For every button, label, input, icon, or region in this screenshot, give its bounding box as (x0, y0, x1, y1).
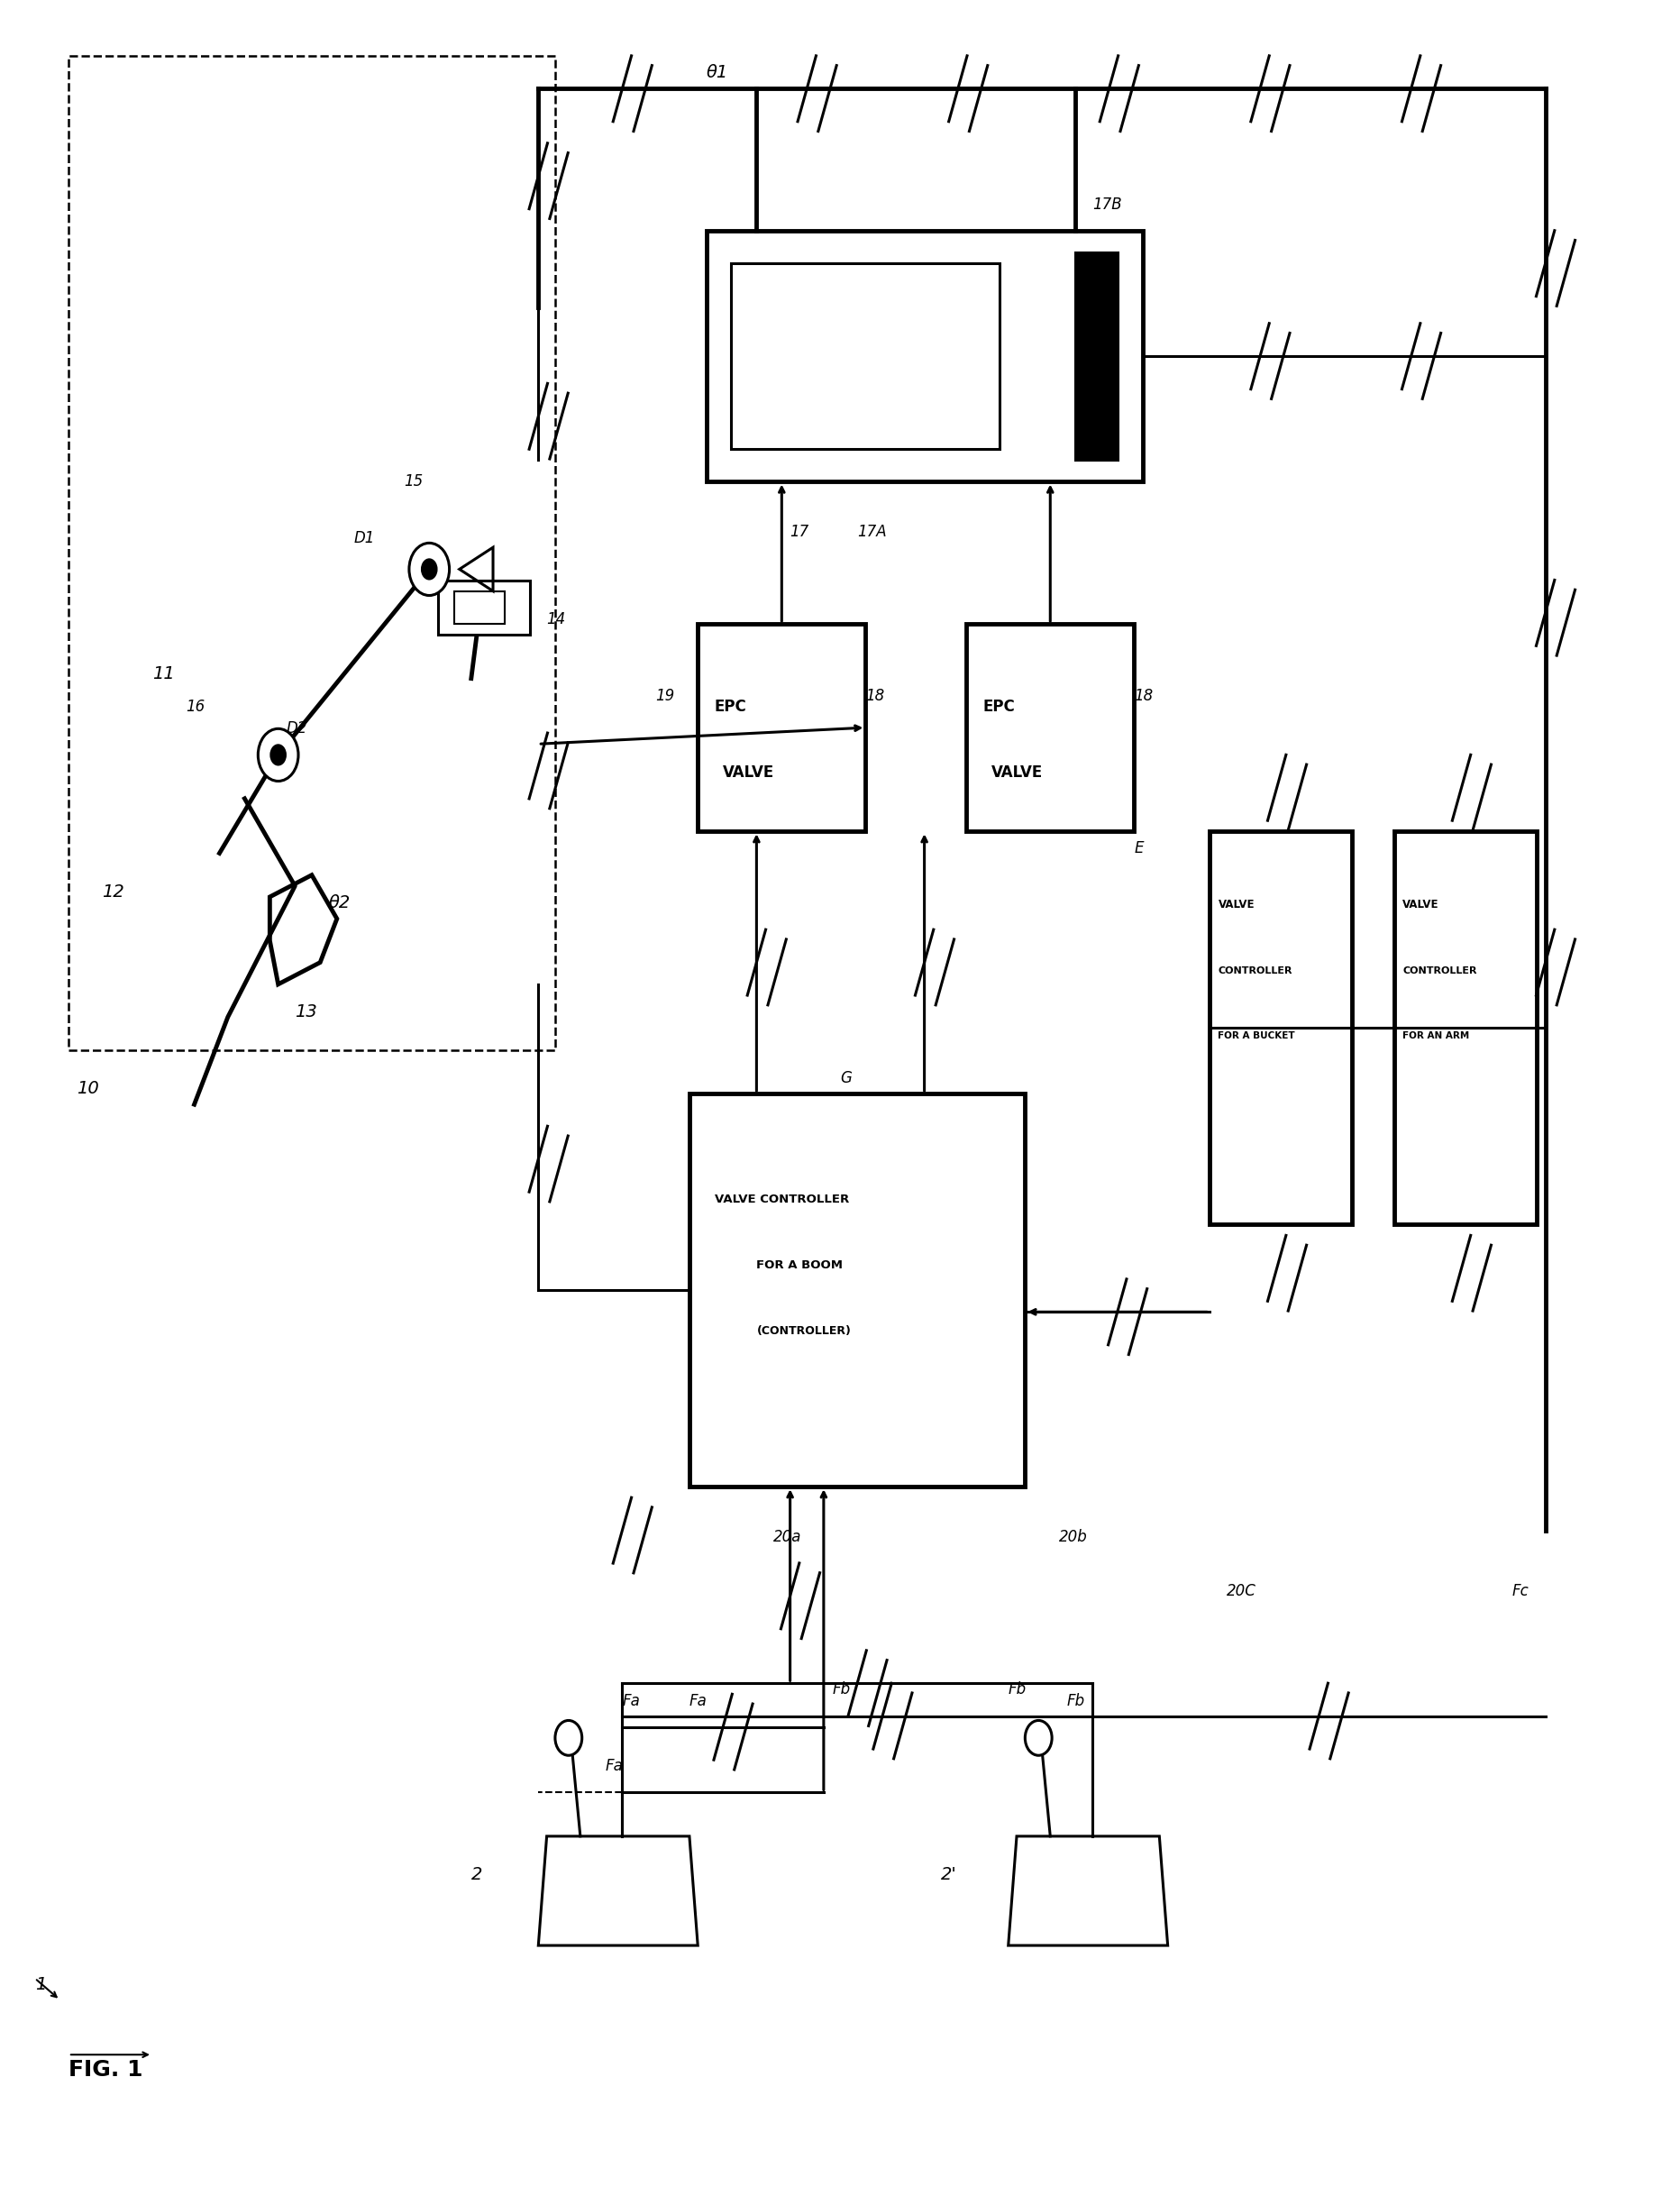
Text: 18: 18 (1134, 687, 1152, 704)
Text: 20b: 20b (1058, 1529, 1087, 1544)
Text: 11: 11 (153, 665, 175, 682)
Text: 19: 19 (655, 687, 675, 704)
Text: Fc: Fc (1510, 1583, 1527, 1599)
Circle shape (259, 728, 297, 781)
Text: Fb: Fb (1008, 1682, 1026, 1697)
Text: 16: 16 (186, 698, 205, 715)
Text: θ2: θ2 (328, 894, 349, 912)
Bar (69, 57, 554, 1050)
Bar (454, 590, 504, 623)
Text: Fa: Fa (622, 1693, 640, 1708)
Bar (966, 623, 1134, 831)
Text: CONTROLLER: CONTROLLER (1218, 967, 1292, 975)
Bar (1210, 831, 1352, 1225)
Text: FOR AN ARM: FOR AN ARM (1403, 1032, 1468, 1041)
Text: Fa: Fa (689, 1693, 707, 1708)
Bar (1075, 252, 1117, 459)
Text: CONTROLLER: CONTROLLER (1403, 967, 1477, 975)
Text: 13: 13 (294, 1004, 318, 1021)
Text: 18: 18 (865, 687, 884, 704)
Text: VALVE: VALVE (1218, 899, 1253, 910)
Bar (697, 623, 865, 831)
Text: VALVE: VALVE (1403, 899, 1438, 910)
Bar (689, 1094, 1025, 1487)
Text: 17: 17 (790, 525, 808, 540)
Text: EPC: EPC (983, 698, 1015, 715)
Text: 2: 2 (470, 1866, 482, 1883)
Bar (437, 580, 529, 634)
Circle shape (420, 558, 437, 580)
Text: VALVE CONTROLLER: VALVE CONTROLLER (714, 1194, 848, 1205)
Circle shape (1025, 1721, 1052, 1756)
Text: 14: 14 (546, 610, 566, 628)
Text: G: G (840, 1069, 852, 1087)
Text: FOR A BOOM: FOR A BOOM (756, 1260, 843, 1271)
Text: 20C: 20C (1226, 1583, 1255, 1599)
Text: E: E (1134, 840, 1142, 857)
Text: FOR A BUCKET: FOR A BUCKET (1218, 1032, 1295, 1041)
Text: Fb: Fb (1067, 1693, 1085, 1708)
Text: 12: 12 (102, 884, 124, 901)
Text: Fb: Fb (832, 1682, 850, 1697)
Text: θ1: θ1 (706, 63, 727, 81)
Text: (CONTROLLER): (CONTROLLER) (756, 1325, 850, 1336)
Text: EPC: EPC (714, 698, 746, 715)
Circle shape (270, 744, 286, 765)
Text: 17A: 17A (857, 525, 885, 540)
Bar (731, 262, 1000, 448)
Text: 1: 1 (35, 1975, 45, 1992)
Bar (706, 230, 1142, 481)
Circle shape (554, 1721, 581, 1756)
Text: 2': 2' (941, 1866, 956, 1883)
Text: D2: D2 (286, 720, 307, 737)
Text: FIG. 1: FIG. 1 (69, 2060, 143, 2082)
Text: D1: D1 (353, 531, 375, 547)
Text: Fa: Fa (605, 1758, 623, 1774)
Text: VALVE: VALVE (991, 763, 1043, 781)
Circle shape (408, 542, 449, 595)
Bar (1394, 831, 1536, 1225)
Text: 17B: 17B (1092, 197, 1121, 212)
Text: 20a: 20a (773, 1529, 801, 1544)
Text: VALVE: VALVE (722, 763, 774, 781)
Text: 15: 15 (403, 475, 423, 490)
Text: 10: 10 (77, 1080, 99, 1098)
